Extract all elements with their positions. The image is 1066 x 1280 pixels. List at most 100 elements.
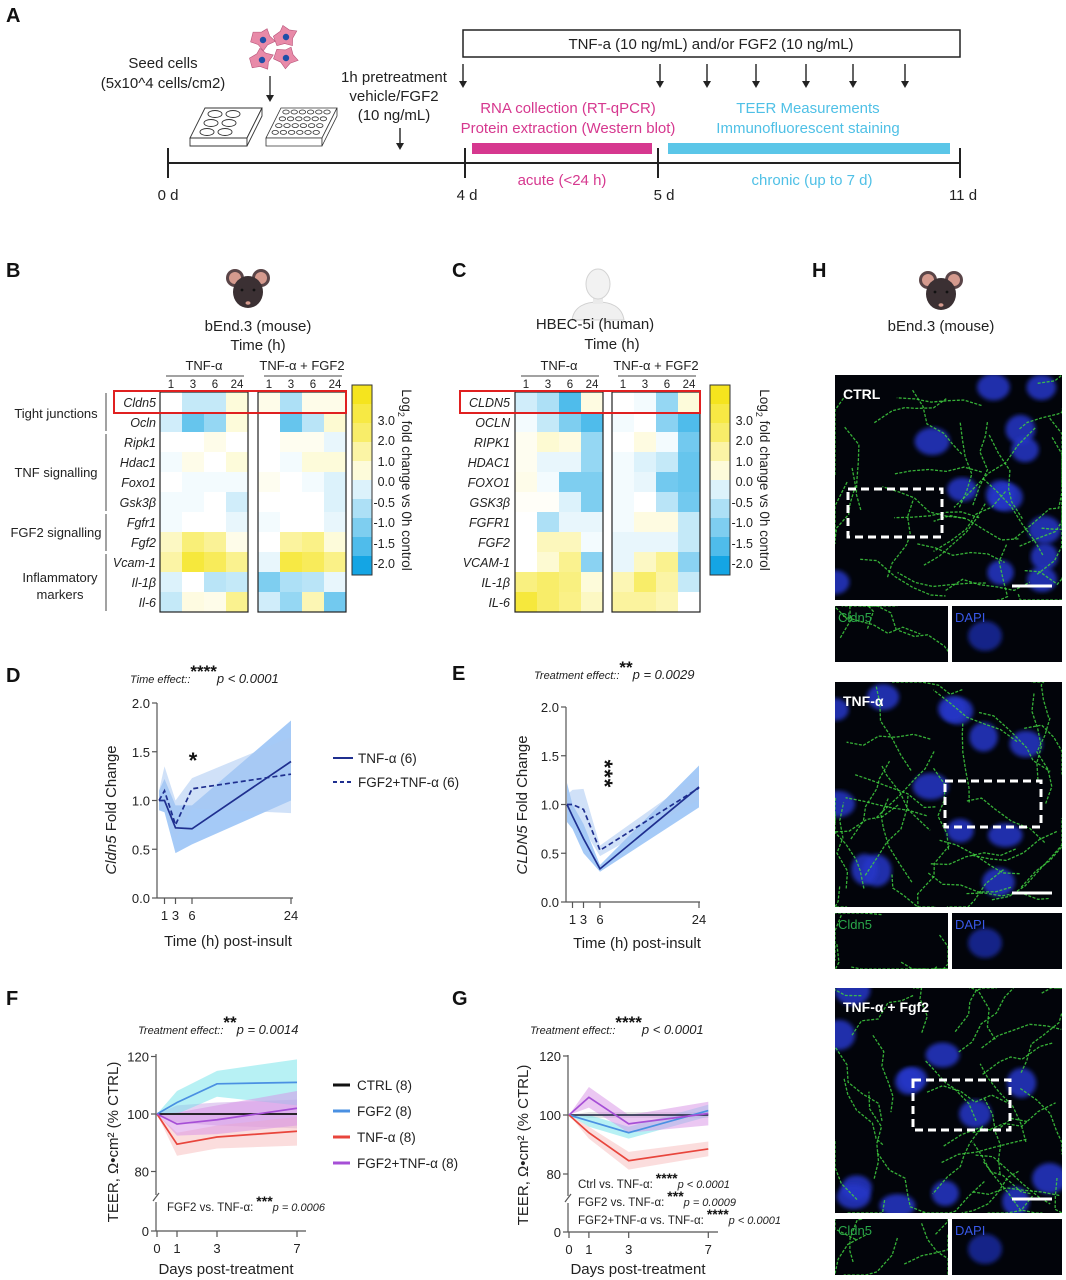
heatmap-cell (324, 512, 347, 533)
heatmap-cell (559, 452, 582, 473)
acute-rna-text: RNA collection (RT-qPCR) (480, 100, 656, 117)
junction-stain (876, 1152, 927, 1213)
well (298, 109, 306, 115)
timepoint-label: 24 (329, 379, 342, 391)
heatmap-cell (634, 572, 657, 593)
colorbar-swatch (352, 423, 372, 443)
colorbar-swatch (352, 518, 372, 538)
heatmap-cell (302, 432, 325, 453)
nucleus (938, 696, 967, 722)
heatmap-cell (182, 452, 205, 473)
junction-stain (835, 1219, 856, 1241)
well (306, 109, 315, 115)
seed-cells-text: Seed cells (128, 55, 197, 72)
colorbar-swatch (710, 537, 730, 557)
x-tick-label: 3 (213, 1241, 220, 1256)
well (295, 116, 303, 122)
junction-stain (1041, 491, 1062, 531)
panel-c: C HBEC-5i (human) Time (h) TNF-α1 3 6 24TNF… (452, 260, 772, 613)
heatmap-cell (160, 532, 183, 553)
junction-stain (1020, 1012, 1062, 1073)
series-line (568, 1096, 709, 1125)
gene-label: Il-6 (139, 596, 156, 610)
colorbar-swatch (352, 442, 372, 462)
heatmap-cell (324, 572, 347, 593)
well (282, 109, 290, 115)
heatmap-cell (258, 432, 281, 453)
panel-label-b: B (6, 260, 20, 282)
junction-stain (917, 543, 1005, 563)
title-stars: **** (190, 662, 217, 681)
heatmap-cell (678, 392, 701, 413)
heatmap-cell (324, 532, 347, 553)
heatmap-cell (515, 572, 538, 593)
junction-stain (846, 733, 931, 746)
timeline-ticks (167, 148, 961, 178)
y-tick-label: 2.0 (541, 700, 559, 715)
gene-label: Ocln (130, 416, 156, 430)
junction-stain (930, 847, 1018, 866)
heatmap-cell (559, 492, 582, 513)
comparison-annotation: FGF2 vs. TNF-α: ***p = 0.0006 (167, 1193, 326, 1214)
category-fgf2-signalling: FGF2 signalling (10, 525, 101, 540)
y-axis-label: CLDN5 Fold Change (514, 735, 531, 874)
junction-stain (1017, 593, 1062, 600)
nucleus (969, 722, 998, 752)
heatmap-cell (515, 392, 538, 413)
junction-stain (872, 1034, 894, 1113)
timepoint-label: 24 (586, 379, 599, 391)
nucleus (946, 818, 974, 843)
well (303, 116, 311, 122)
24-well-plate-icon (265, 107, 338, 147)
colorbar-label-sub: 2 (754, 412, 764, 417)
panel-h: H bEnd.3 (mouse) CTRL Cldn5 DAPI TNF-α Cldn5… (812, 260, 1062, 1275)
title-stars: ** (223, 1013, 237, 1032)
x-tick-label: 0 (153, 1241, 160, 1256)
inset-cldn5 (835, 1219, 948, 1275)
heatmap-cell (559, 572, 582, 593)
heatmap-cell (280, 492, 303, 513)
colorbar-tick: 3.0 (736, 414, 753, 428)
y-tick-label: 100 (539, 1108, 561, 1123)
group-header: TNF-α (540, 358, 578, 373)
junction-stain (866, 606, 898, 629)
heatmap-cell (226, 592, 249, 613)
x-tick-label: 1 (161, 908, 168, 923)
significance-star: * (189, 748, 198, 773)
inset-region-box (911, 1078, 1012, 1132)
series-line (568, 1114, 709, 1162)
heatmap-cell (324, 592, 347, 613)
heatmap-cell (204, 512, 227, 533)
colorbar-tick: 2.0 (378, 434, 395, 448)
colorbar-tick: -1.5 (731, 537, 753, 551)
y-tick-label: 120 (127, 1050, 149, 1065)
junction-stain (835, 481, 848, 544)
chronic-label: chronic (up to 7 d) (752, 172, 873, 189)
heatmap-cell (581, 572, 604, 593)
legend-label: CTRL (8) (357, 1078, 412, 1093)
x-tick-label: 7 (293, 1241, 300, 1256)
junction-stain (971, 1187, 1060, 1197)
y-tick-label: 1.5 (132, 745, 150, 760)
category-tnf-signalling: TNF signalling (14, 465, 97, 480)
heatmap-cell (612, 412, 635, 433)
junction-stain (894, 466, 982, 475)
legend-label: TNF-α (8) (357, 1130, 416, 1145)
panel-label-e: E (452, 663, 465, 685)
human-icon (571, 268, 625, 321)
heatmap-cell (515, 512, 538, 533)
micrographs: CTRL Cldn5 DAPI TNF-α Cldn5 DAPI TNF-α + Fgf2 C… (835, 375, 1062, 1275)
gene-label: Fgfr1 (127, 516, 156, 530)
junction-stain (891, 874, 936, 907)
junction-stain (841, 606, 898, 631)
heatmap-cell (182, 552, 205, 573)
gene-label: FGF2 (478, 536, 510, 550)
heatmap-cell (324, 552, 347, 573)
heatmap-cell (537, 472, 560, 493)
heatmap-cell (182, 592, 205, 613)
junction-stain (847, 1199, 886, 1213)
nucleus (977, 375, 1010, 401)
heatmap-cell (678, 552, 701, 573)
nucleus (925, 1042, 960, 1068)
gene-label: OCLN (475, 416, 511, 430)
